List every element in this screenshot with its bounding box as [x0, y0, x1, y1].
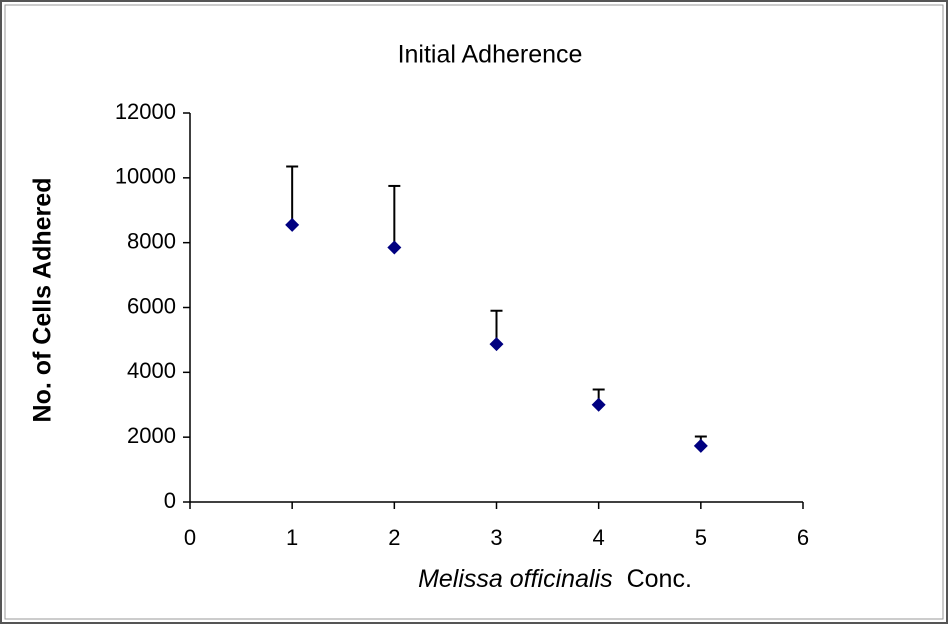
x-axis-label-italic: Melissa officinalis — [418, 565, 613, 593]
x-tick-label: 4 — [593, 525, 605, 550]
x-axis-label-regular: Conc. — [627, 565, 692, 593]
x-tick-label: 6 — [797, 525, 809, 550]
x-tick-label: 5 — [695, 525, 707, 550]
x-tick-label: 0 — [184, 525, 196, 550]
y-tick-label: 8000 — [127, 228, 176, 253]
chart-title: Initial Adherence — [398, 41, 583, 69]
x-tick-label: 2 — [388, 525, 400, 550]
y-tick-label: 4000 — [127, 358, 176, 383]
y-tick-label: 2000 — [127, 423, 176, 448]
y-tick-label: 6000 — [127, 293, 176, 318]
y-axis-label: No. of Cells Adhered — [29, 178, 57, 423]
y-tick-label: 12000 — [115, 99, 176, 124]
y-tick-label: 0 — [164, 488, 176, 513]
y-tick-label: 10000 — [115, 164, 176, 189]
data-point — [591, 397, 606, 412]
data-point — [489, 337, 504, 352]
data-point — [693, 438, 708, 453]
x-tick-label: 1 — [286, 525, 298, 550]
x-tick-label: 3 — [490, 525, 502, 550]
inner-frame — [4, 4, 944, 620]
data-point — [387, 240, 402, 255]
data-point — [285, 217, 300, 232]
x-axis-label: Melissa officinalis Conc. — [418, 565, 692, 593]
